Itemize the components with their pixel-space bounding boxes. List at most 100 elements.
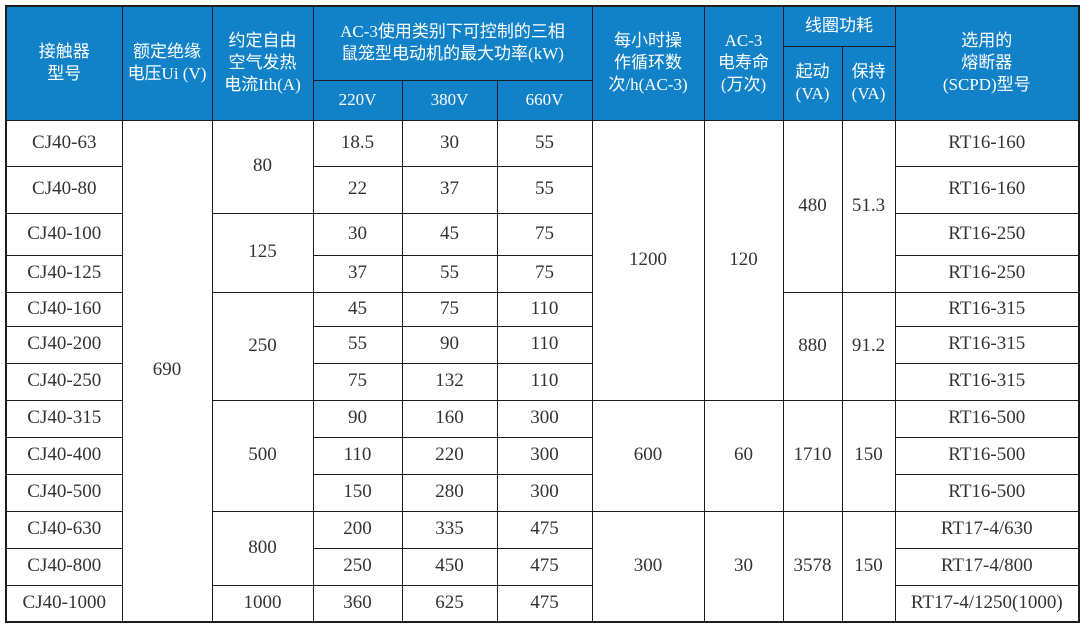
cell-fuse: RT17-4/1250(1000) <box>894 584 1080 623</box>
merged-coil-start: 1710 <box>782 399 843 512</box>
cell-fuse: RT16-160 <box>894 165 1080 214</box>
cell-kw-380: 30 <box>401 119 498 167</box>
cell-model: CJ40-125 <box>5 254 123 293</box>
merged-thermal-current: 125 <box>211 212 314 293</box>
cell-model: CJ40-160 <box>5 291 123 327</box>
cell-fuse: RT17-4/800 <box>894 547 1080 586</box>
cell-kw-380: 335 <box>401 510 498 549</box>
cell-kw-660: 110 <box>496 291 593 327</box>
cell-kw-220: 30 <box>312 212 403 256</box>
merged-electrical-life: 30 <box>703 510 784 623</box>
table-row: CJ40-315 500 90 160 300 600 60 1710 150 … <box>5 399 1080 512</box>
cell-fuse: RT16-315 <box>894 291 1080 327</box>
header-220v: 220V <box>312 79 403 121</box>
merged-coil-hold: 150 <box>841 510 896 623</box>
table-header: 接触器 型号 额定绝缘 电压Ui (V) 约定自由 空气发热 电流Ith(A) … <box>5 5 1080 121</box>
header-660v: 660V <box>496 79 593 121</box>
table-row: CJ40-100 125 30 45 75 RT16-250 <box>5 212 1080 293</box>
table-row: CJ40-160 250 45 75 110 880 91.2 RT16-315 <box>5 291 1080 401</box>
table-row: CJ40-400 110 220 300 RT16-500 <box>5 436 1080 475</box>
header-electrical-life: AC-3 电寿命 (万次) <box>703 5 784 121</box>
cell-model: CJ40-630 <box>5 510 123 549</box>
cell-fuse: RT16-315 <box>894 362 1080 401</box>
merged-ops-per-hour: 600 <box>591 399 705 512</box>
cell-kw-220: 360 <box>312 584 403 623</box>
header-thermal-current: 约定自由 空气发热 电流Ith(A) <box>211 5 314 121</box>
merged-coil-hold: 91.2 <box>841 291 896 401</box>
cell-fuse: RT16-250 <box>894 254 1080 293</box>
cell-model: CJ40-200 <box>5 325 123 364</box>
cell-kw-380: 132 <box>401 362 498 401</box>
merged-ops-per-hour: 1200 <box>591 119 705 401</box>
cell-model: CJ40-400 <box>5 436 123 475</box>
cell-kw-380: 45 <box>401 212 498 256</box>
merged-coil-start: 880 <box>782 291 843 401</box>
header-ops-per-hour: 每小时操 作循环数 次/h(AC-3) <box>591 5 705 121</box>
cell-kw-660: 55 <box>496 165 593 214</box>
cell-kw-660: 475 <box>496 510 593 549</box>
cell-fuse: RT16-500 <box>894 436 1080 475</box>
cell-model: CJ40-80 <box>5 165 123 214</box>
header-fuse: 选用的 熔断器 (SCPD)型号 <box>894 5 1080 121</box>
merged-ops-per-hour: 300 <box>591 510 705 623</box>
header-coil-power-group: 线圈功耗 <box>782 5 896 47</box>
header-contactor-model: 接触器 型号 <box>5 5 123 121</box>
table-row: CJ40-800 250 450 475 RT17-4/800 <box>5 547 1080 586</box>
cell-kw-380: 625 <box>401 584 498 623</box>
cell-model: CJ40-63 <box>5 119 123 167</box>
cell-model: CJ40-1000 <box>5 584 123 623</box>
merged-thermal-current: 500 <box>211 399 314 512</box>
merged-thermal-current: 250 <box>211 291 314 401</box>
table-body: CJ40-63 690 80 18.5 30 55 1200 120 480 5… <box>5 119 1080 623</box>
cell-kw-380: 55 <box>401 254 498 293</box>
table-row: CJ40-63 690 80 18.5 30 55 1200 120 480 5… <box>5 119 1080 623</box>
table-row: CJ40-630 800 200 335 475 300 30 3578 150… <box>5 510 1080 623</box>
cell-kw-220: 22 <box>312 165 403 214</box>
cell-kw-220: 37 <box>312 254 403 293</box>
header-rated-insulation-voltage: 额定绝缘 电压Ui (V) <box>121 5 213 121</box>
cell-kw-220: 45 <box>312 291 403 327</box>
cell-kw-660: 75 <box>496 254 593 293</box>
header-coil-hold: 保持 (VA) <box>841 45 896 121</box>
table-row: CJ40-80 22 37 55 RT16-160 <box>5 165 1080 214</box>
cell-fuse: RT16-250 <box>894 212 1080 256</box>
merged-electrical-life: 120 <box>703 119 784 401</box>
cell-kw-380: 75 <box>401 291 498 327</box>
table-row: CJ40-250 75 132 110 RT16-315 <box>5 362 1080 401</box>
cell-kw-660: 475 <box>496 584 593 623</box>
cell-kw-660: 300 <box>496 399 593 438</box>
cell-kw-380: 280 <box>401 473 498 512</box>
cell-kw-660: 300 <box>496 436 593 475</box>
cell-kw-380: 160 <box>401 399 498 438</box>
table-row: CJ40-200 55 90 110 RT16-315 <box>5 325 1080 364</box>
table-row: CJ40-500 150 280 300 RT16-500 <box>5 473 1080 512</box>
cell-fuse: RT17-4/630 <box>894 510 1080 549</box>
cell-kw-660: 75 <box>496 212 593 256</box>
merged-coil-start: 480 <box>782 119 843 293</box>
cell-kw-380: 90 <box>401 325 498 364</box>
merged-rated-insulation-voltage: 690 <box>121 119 213 623</box>
merged-coil-start: 3578 <box>782 510 843 623</box>
merged-thermal-current: 800 <box>211 510 314 586</box>
header-380v: 380V <box>401 79 498 121</box>
cell-kw-220: 55 <box>312 325 403 364</box>
cell-model: CJ40-100 <box>5 212 123 256</box>
cell-kw-220: 250 <box>312 547 403 586</box>
cell-model: CJ40-250 <box>5 362 123 401</box>
cell-kw-220: 90 <box>312 399 403 438</box>
cell-kw-380: 37 <box>401 165 498 214</box>
contactor-spec-table: 接触器 型号 额定绝缘 电压Ui (V) 约定自由 空气发热 电流Ith(A) … <box>5 5 1081 623</box>
cell-kw-660: 110 <box>496 362 593 401</box>
cell-kw-380: 220 <box>401 436 498 475</box>
merged-thermal-current: 1000 <box>211 584 314 623</box>
cell-kw-660: 110 <box>496 325 593 364</box>
cell-fuse: RT16-500 <box>894 399 1080 438</box>
cell-kw-660: 475 <box>496 547 593 586</box>
cell-model: CJ40-800 <box>5 547 123 586</box>
cell-fuse: RT16-315 <box>894 325 1080 364</box>
cell-kw-380: 450 <box>401 547 498 586</box>
cell-kw-220: 200 <box>312 510 403 549</box>
merged-coil-hold: 51.3 <box>841 119 896 293</box>
header-coil-start: 起动 (VA) <box>782 45 843 121</box>
